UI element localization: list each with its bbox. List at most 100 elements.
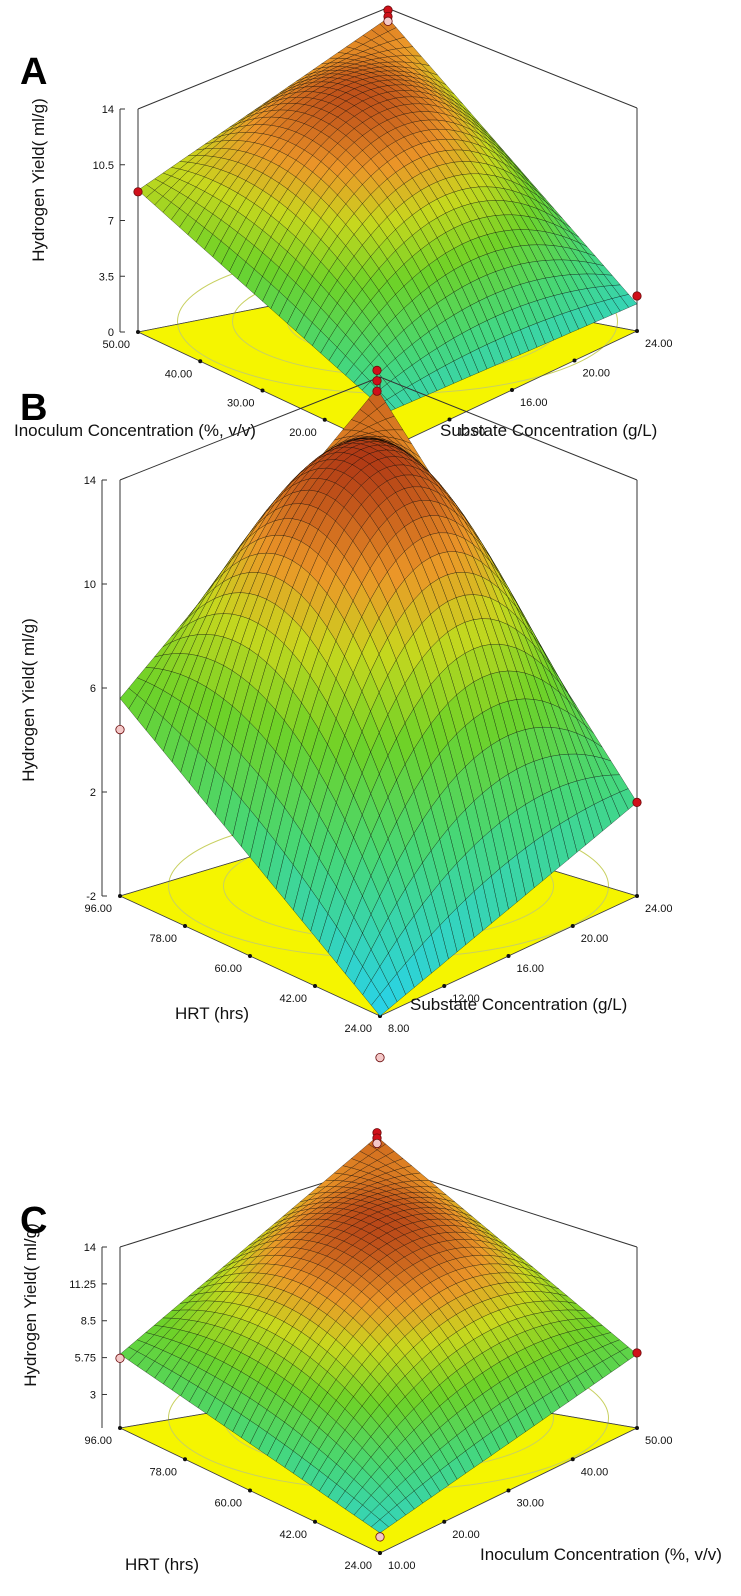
surface-cell	[371, 994, 389, 1017]
x-tick-label: 24.00	[344, 1560, 372, 1572]
z-axis-label: Hydrogen Yield( ml/g)	[29, 98, 48, 261]
x-tick-label: 60.00	[214, 1498, 242, 1510]
y-tick-label: 40.00	[581, 1466, 609, 1478]
top-edge-left	[119, 376, 381, 481]
y-tick-label: 20.00	[581, 933, 609, 945]
y-tick-label: 30.00	[517, 1498, 545, 1510]
top-edge-right	[379, 376, 638, 481]
z-tick-label: 3.5	[99, 271, 114, 283]
y-tick-label: 12.00	[452, 993, 480, 1005]
panel-letter: C	[20, 1200, 47, 1242]
z-tick-label: 14	[84, 475, 96, 487]
x-tick-label: 42.00	[279, 993, 307, 1005]
z-tick-label: 6	[90, 683, 96, 695]
x-axis-label: HRT (hrs)	[175, 1004, 249, 1023]
y-tick-label: 24.00	[645, 338, 673, 350]
x-tick-label: 40.00	[165, 368, 193, 380]
z-tick-label: 11.25	[69, 1279, 96, 1291]
response-surface	[137, 17, 638, 413]
design-point-marker	[372, 376, 382, 386]
y-tick-mark	[378, 1551, 382, 1555]
y-tick-mark	[570, 1457, 575, 1462]
response-surface	[119, 1136, 638, 1534]
x-tick-label: 96.00	[84, 1435, 112, 1447]
x-tick-mark	[183, 924, 187, 928]
design-point-marker	[133, 187, 143, 197]
design-point-marker	[375, 1053, 385, 1063]
design-point-marker	[115, 1353, 125, 1363]
design-point-marker	[375, 1532, 385, 1542]
x-tick-mark	[313, 1519, 317, 1524]
z-tick-label: 0	[108, 327, 114, 339]
z-tick-label: 14	[84, 1242, 96, 1254]
design-point-marker	[632, 1348, 642, 1358]
x-tick-mark	[198, 359, 203, 364]
y-tick-mark	[442, 1519, 447, 1524]
y-tick-mark	[572, 358, 577, 363]
design-point-marker	[372, 386, 382, 396]
y-tick-mark	[510, 388, 514, 392]
y-axis-label: Substate Concentration (g/L)	[440, 421, 657, 440]
z-tick-label: 8.5	[81, 1316, 96, 1328]
x-tick-mark	[260, 388, 265, 393]
x-tick-label: 20.00	[289, 427, 317, 439]
design-point-marker	[372, 1138, 382, 1149]
x-tick-label: 78.00	[149, 933, 177, 945]
x-tick-mark	[136, 330, 140, 334]
x-tick-label: 30.00	[227, 398, 255, 410]
z-tick-label: 7	[108, 216, 114, 228]
design-point-marker	[372, 365, 382, 375]
y-axis-label: Inoculum Concentration (%, v/v)	[480, 1545, 722, 1564]
y-tick-label: 50.00	[645, 1435, 673, 1447]
y-tick-label: 24.00	[645, 903, 673, 915]
z-axis-label: Hydrogen Yield( ml/g)	[21, 1223, 40, 1386]
x-tick-mark	[118, 894, 122, 898]
y-tick-label: 16.00	[517, 963, 545, 975]
z-tick-label: 10.5	[93, 160, 114, 172]
y-tick-label: 20.00	[583, 368, 611, 380]
x-tick-label: 60.00	[214, 963, 242, 975]
y-tick-mark	[506, 954, 511, 958]
x-axis-label: HRT (hrs)	[125, 1555, 199, 1574]
y-tick-label: 8.00	[388, 1023, 409, 1035]
x-tick-label: 78.00	[149, 1466, 177, 1478]
y-tick-mark	[635, 894, 639, 898]
x-tick-mark	[322, 417, 327, 422]
y-tick-mark	[635, 329, 639, 333]
y-tick-mark	[442, 984, 447, 988]
x-tick-mark	[248, 954, 252, 958]
x-tick-label: 50.00	[102, 339, 130, 351]
y-tick-mark	[447, 417, 452, 422]
y-tick-mark	[570, 924, 575, 928]
y-tick-label: 12.00	[458, 427, 486, 439]
design-point-marker	[632, 291, 642, 301]
z-tick-label: 5.75	[75, 1353, 96, 1365]
y-tick-label: 20.00	[452, 1529, 480, 1541]
surface-plot-c: 3 5.75 8.5 11.25 14 Hydrogen Yield( ml/g) 24.0…	[20, 1128, 722, 1574]
x-axis-label: Inoculum Concentration (%, v/v)	[14, 421, 256, 440]
surface-cell	[371, 1519, 389, 1534]
top-edge-left	[137, 7, 388, 110]
design-point-marker	[632, 797, 642, 808]
x-tick-mark	[248, 1488, 252, 1493]
panel-letter: A	[20, 51, 47, 93]
surface-plot-b: -2 2 6 10 14 Hydrogen Yield( ml/g) 24.00 42.00 6…	[19, 365, 673, 1063]
z-tick-label: -2	[86, 891, 96, 903]
y-tick-label: 16.00	[520, 397, 548, 409]
x-tick-label: 42.00	[279, 1529, 307, 1541]
y-tick-mark	[635, 1426, 639, 1430]
x-tick-mark	[118, 1426, 122, 1430]
design-point-marker	[383, 16, 393, 26]
z-tick-label: 14	[102, 104, 114, 116]
design-point-marker	[115, 724, 125, 735]
top-edge-right	[386, 7, 638, 109]
y-tick-mark	[506, 1488, 511, 1493]
panel-letter: B	[20, 387, 47, 429]
z-axis-label: Hydrogen Yield( ml/g)	[19, 618, 38, 781]
z-tick-label: 3	[90, 1389, 96, 1401]
y-axis-label: Substate Concentration (g/L)	[410, 995, 627, 1014]
z-tick-label: 2	[90, 787, 96, 799]
x-tick-label: 24.00	[344, 1023, 372, 1035]
